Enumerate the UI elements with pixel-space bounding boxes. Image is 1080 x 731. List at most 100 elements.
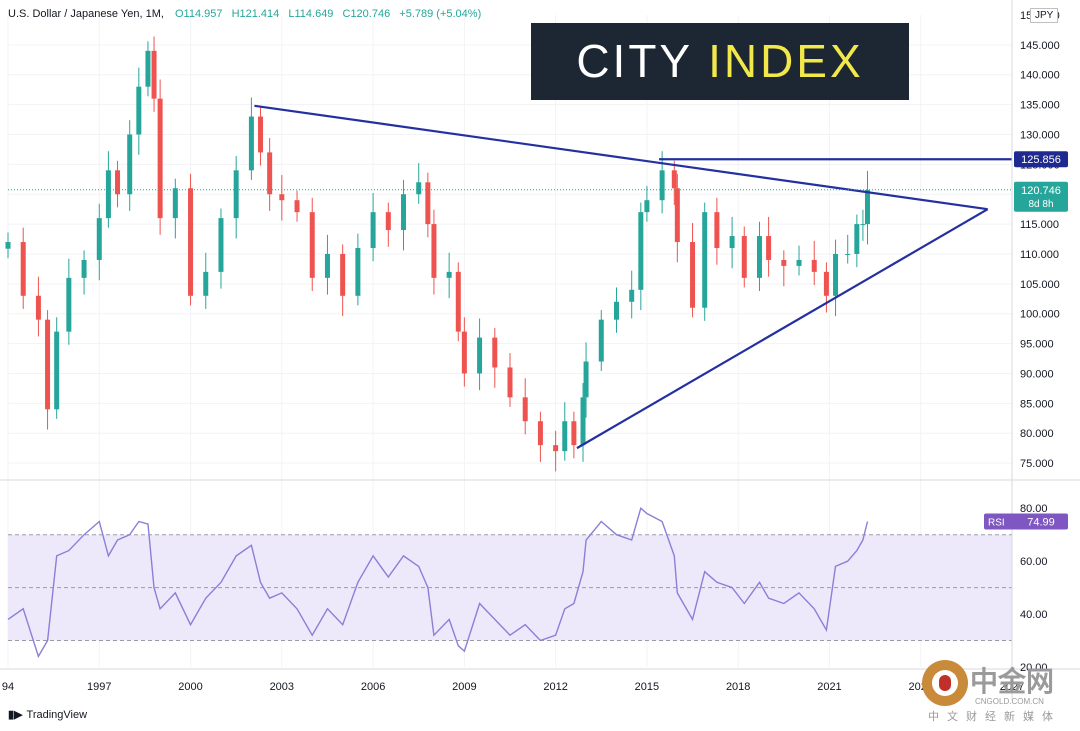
time-tick-label: 2021 — [817, 681, 841, 693]
candle-body — [674, 188, 680, 243]
price-tick-label: 100.000 — [1020, 309, 1060, 321]
price-tick-label: 85.000 — [1020, 398, 1054, 410]
rsi-tick-label: 60.00 — [1020, 556, 1048, 568]
candle-body — [248, 116, 254, 171]
rsi-badge — [984, 513, 1068, 530]
rsi-badge-name: RSI — [988, 517, 1005, 528]
open-value: O114.957 — [175, 8, 223, 20]
close-value: C120.746 — [342, 8, 391, 20]
ohlc-values: O114.957 H121.414 L114.649 C120.746 +5.7… — [175, 8, 487, 20]
price-tick-label: 95.000 — [1020, 339, 1054, 351]
price-candles — [5, 36, 870, 472]
trendline — [254, 104, 988, 211]
time-tick-label: 2000 — [178, 681, 202, 693]
candle-body — [35, 295, 41, 320]
time-tick-label: 94 — [2, 681, 14, 693]
rsi-badge-value: 74.99 — [1027, 516, 1055, 528]
candle-body — [81, 259, 87, 278]
candle-body — [671, 170, 677, 189]
candle-body — [188, 188, 194, 296]
candle-body — [781, 259, 787, 266]
candle-body — [279, 194, 285, 201]
currency-badge[interactable]: JPY — [1030, 8, 1059, 23]
candle-body — [355, 247, 361, 296]
candle-body — [823, 271, 829, 296]
price-tick-label: 90.000 — [1020, 368, 1054, 380]
candle-body — [864, 190, 870, 225]
trendlines — [8, 104, 1012, 450]
candle-body — [644, 200, 650, 213]
rsi-grid — [8, 534, 1012, 642]
candle-body — [583, 361, 589, 398]
low-value: L114.649 — [288, 8, 334, 20]
tradingview-label: TradingView — [26, 709, 88, 721]
candle-body — [522, 397, 528, 422]
candle-body — [115, 170, 121, 195]
candle-body — [370, 212, 376, 248]
price-tick-label: 135.000 — [1020, 100, 1060, 112]
time-tick-label: 2006 — [361, 681, 385, 693]
candle-body — [416, 182, 422, 195]
candle-body — [756, 236, 762, 278]
candle-body — [729, 236, 735, 248]
candle-body — [136, 86, 142, 135]
candle-body — [309, 212, 315, 278]
last-price-countdown: 8d 8h — [1028, 199, 1053, 210]
candle-body — [690, 242, 696, 308]
candle-body — [324, 253, 330, 278]
candle-body — [833, 253, 839, 296]
time-tick-label: 2015 — [635, 681, 659, 693]
symbol-label: U.S. Dollar / Japanese Yen, 1M, — [8, 8, 164, 20]
candle-body — [766, 236, 772, 260]
candle-body — [553, 445, 559, 452]
city-index-logo: CITY INDEX — [531, 23, 909, 100]
axes: 75.000 80.000 85.000 90.000 95.000 100.000 105… — [0, 0, 1080, 700]
time-tick-label: 2009 — [452, 681, 476, 693]
price-tick-label: 115.000 — [1020, 219, 1059, 231]
rsi-tick-label: 20.00 — [1020, 662, 1048, 674]
candle-body — [446, 271, 452, 278]
candle-body — [151, 50, 157, 99]
rsi-pane — [7, 506, 869, 659]
candle-body — [96, 218, 102, 260]
chart-header: U.S. Dollar / Japanese Yen, 1M, O114.957… — [8, 8, 487, 20]
candle-body — [127, 134, 133, 195]
time-tick-label: 2012 — [543, 681, 567, 693]
candle-body — [105, 170, 111, 219]
rsi-line — [7, 506, 869, 659]
time-tick-label: 2003 — [270, 681, 294, 693]
cngold-url: CNGOLD.COM.CN — [975, 697, 1044, 706]
level-badge — [1014, 151, 1068, 168]
last-price-label: 120.746 — [1021, 185, 1061, 197]
candle-body — [267, 152, 273, 195]
tradingview-credit[interactable]: ▮▶ TradingView — [8, 708, 87, 721]
high-value: H121.414 — [231, 8, 280, 20]
last-price-badge — [1014, 181, 1068, 212]
candle-body — [233, 170, 239, 219]
candle-body — [385, 212, 391, 231]
candle-body — [145, 50, 151, 87]
candle-body — [492, 337, 498, 368]
candle-body — [461, 331, 467, 374]
time-tick-label: 2027 — [1000, 681, 1024, 693]
cngold-watermark: 中金网 — [970, 665, 1055, 698]
candle-body — [580, 397, 586, 446]
candle-body — [157, 98, 163, 219]
candle-body — [477, 337, 483, 374]
candle-body — [702, 212, 708, 308]
candle-body — [854, 224, 860, 254]
candle-body — [537, 421, 543, 446]
candle-body — [294, 200, 300, 213]
axis-badges: 125.856 120.746 8d 8h RSI 74.99 — [984, 151, 1068, 530]
candle-body — [203, 271, 209, 296]
price-tick-label: 110.000 — [1020, 249, 1059, 261]
candle-body — [258, 116, 264, 153]
candle-body — [431, 224, 437, 278]
candle-body — [20, 242, 26, 296]
tradingview-icon: ▮▶ — [8, 709, 23, 721]
cngold-logo-icon — [922, 660, 968, 706]
price-tick-label: 75.000 — [1020, 458, 1054, 470]
logo-text-index: INDEX — [708, 35, 864, 87]
candle-body — [714, 212, 720, 248]
time-tick-label: 1997 — [87, 681, 111, 693]
